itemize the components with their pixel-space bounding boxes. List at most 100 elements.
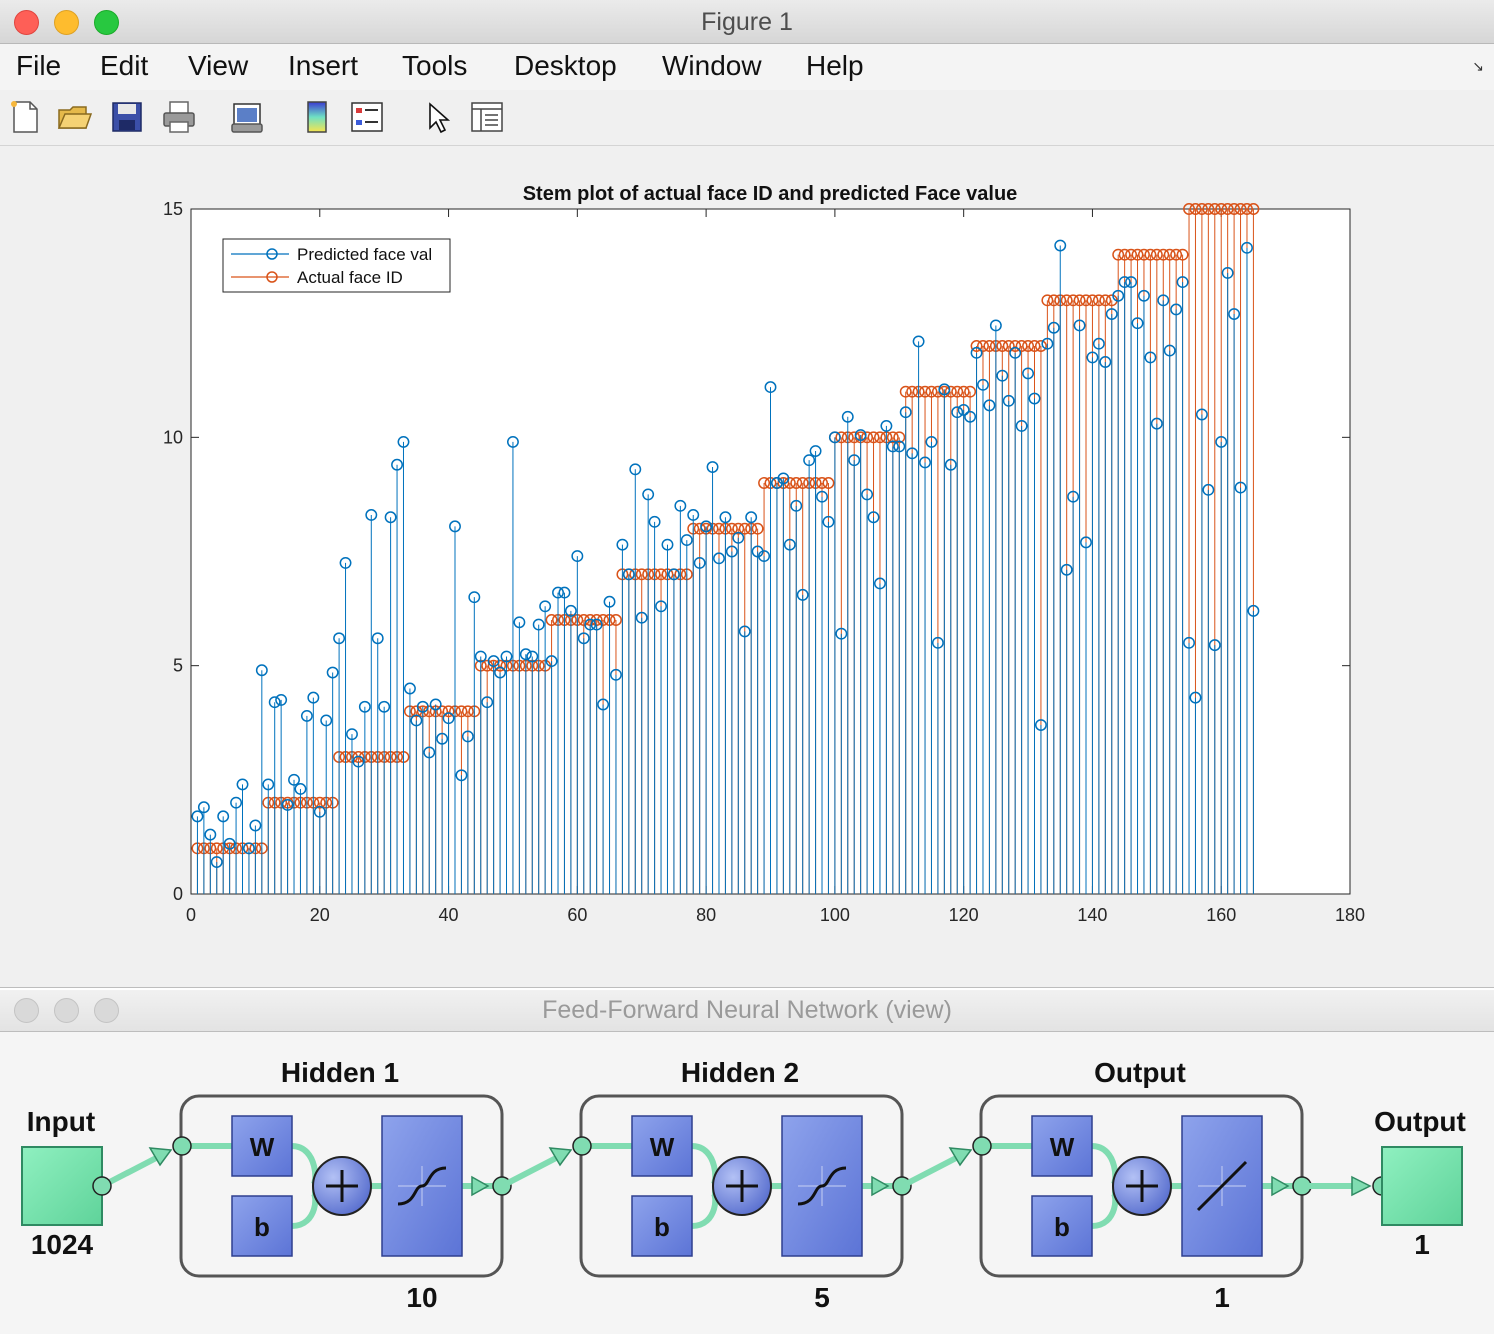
- legend[interactable]: Predicted face val Actual face ID: [222, 238, 451, 293]
- predicted-marker: [275, 693, 288, 706]
- predicted-marker: [397, 435, 410, 448]
- predicted-marker: [552, 586, 564, 599]
- predicted-marker: [545, 655, 558, 668]
- predicted-marker: [1221, 266, 1234, 279]
- arrow-icon: [948, 1147, 973, 1167]
- layer-hidden-2[interactable]: Hidden 2 W b 5: [572, 1057, 912, 1313]
- nn-close-button[interactable]: [14, 998, 39, 1023]
- predicted-marker: [816, 490, 828, 503]
- actual-marker: [964, 385, 977, 398]
- predicted-marker: [1183, 636, 1195, 649]
- nn-maximize-button[interactable]: [94, 998, 119, 1023]
- predicted-marker: [307, 691, 320, 704]
- actual-marker: [1195, 203, 1208, 215]
- predicted-marker: [571, 550, 584, 563]
- predicted-marker: [667, 568, 680, 581]
- actual-marker: [758, 477, 771, 489]
- predicted-marker: [300, 709, 313, 722]
- menu-tools[interactable]: Tools: [402, 50, 468, 81]
- menu-insert[interactable]: Insert: [288, 50, 359, 81]
- predicted-marker: [313, 805, 326, 818]
- actual-marker: [210, 842, 223, 855]
- predicted-marker: [725, 545, 738, 558]
- save-icon[interactable]: [108, 98, 146, 136]
- predicted-marker: [719, 511, 732, 524]
- x-tick-label: 180: [1335, 905, 1365, 925]
- predicted-marker: [494, 666, 507, 679]
- predicted-marker: [687, 509, 700, 521]
- layer-output[interactable]: Output W b 1: [972, 1057, 1312, 1313]
- predicted-marker: [1060, 563, 1073, 576]
- predicted-marker: [204, 828, 217, 841]
- predicted-marker: [777, 472, 790, 485]
- bias-label: b: [254, 1212, 270, 1242]
- maximize-window-button[interactable]: [94, 10, 119, 35]
- predicted-marker: [519, 648, 532, 661]
- menu-file[interactable]: File: [16, 50, 62, 81]
- predicted-marker: [506, 435, 519, 448]
- arrow-icon: [871, 1175, 890, 1197]
- predicted-marker: [1105, 308, 1118, 320]
- predicted-marker: [474, 650, 487, 663]
- predicted-marker: [861, 488, 874, 501]
- predicted-marker: [713, 552, 725, 565]
- menu-view[interactable]: View: [188, 50, 249, 81]
- port-icon: [172, 1136, 192, 1156]
- predicted-marker: [610, 668, 622, 681]
- dock-arrow-icon[interactable]: ↘: [1472, 58, 1484, 74]
- predicted-marker: [880, 419, 893, 432]
- print-preview-icon[interactable]: [228, 98, 266, 136]
- actual-marker: [1241, 203, 1253, 215]
- legend-icon[interactable]: [348, 98, 386, 136]
- predicted-marker: [867, 511, 880, 524]
- predicted-marker: [371, 632, 384, 645]
- predicted-marker: [944, 458, 957, 471]
- actual-marker: [1073, 294, 1086, 307]
- predicted-marker: [642, 488, 655, 501]
- property-editor-icon[interactable]: [468, 98, 506, 136]
- predicted-marker: [487, 655, 500, 668]
- predicted-marker: [629, 463, 642, 476]
- actual-marker: [1163, 248, 1176, 261]
- pointer-icon[interactable]: [420, 98, 458, 136]
- predicted-marker: [577, 632, 590, 645]
- predicted-marker: [500, 650, 513, 663]
- weight-box: [231, 1115, 293, 1177]
- predicted-marker: [989, 319, 1002, 332]
- close-window-button[interactable]: [14, 10, 39, 35]
- actual-marker: [610, 614, 622, 626]
- predicted-marker: [957, 403, 970, 416]
- actual-marker: [886, 431, 899, 444]
- x-tick-label: 60: [567, 905, 587, 925]
- predicted-marker: [378, 700, 391, 713]
- actual-marker: [1002, 340, 1015, 352]
- menu-desktop[interactable]: Desktop: [514, 50, 617, 81]
- predicted-marker: [1118, 276, 1131, 289]
- chart-title: Stem plot of actual face ID and predicte…: [523, 183, 1018, 205]
- predicted-marker: [783, 538, 796, 551]
- new-figure-icon[interactable]: [6, 98, 44, 136]
- layer-label: Hidden 1: [281, 1057, 399, 1088]
- predicted-marker: [391, 458, 403, 471]
- predicted-marker: [526, 650, 539, 663]
- weight-label: W: [650, 1132, 675, 1162]
- arrow-icon: [148, 1147, 173, 1167]
- menu-help[interactable]: Help: [806, 50, 864, 81]
- menu-edit[interactable]: Edit: [100, 50, 149, 81]
- open-file-icon[interactable]: [56, 98, 94, 136]
- x-tick-label: 80: [696, 905, 716, 925]
- stem-chart[interactable]: Stem plot of actual face ID and predicte…: [0, 146, 1494, 986]
- predicted-marker: [210, 856, 223, 868]
- menu-window[interactable]: Window: [662, 50, 762, 81]
- predicted-marker: [1125, 276, 1138, 289]
- minimize-window-button[interactable]: [54, 10, 79, 35]
- layer-hidden-1[interactable]: Hidden 1 W b 10: [172, 1057, 512, 1313]
- predicted-marker: [848, 454, 861, 467]
- actual-marker: [1221, 203, 1234, 215]
- colorbar-icon[interactable]: [298, 98, 336, 136]
- layer-size: 5: [814, 1282, 830, 1313]
- print-icon[interactable]: [160, 98, 198, 136]
- actual-marker: [790, 477, 803, 489]
- actual-marker: [970, 340, 983, 352]
- nn-minimize-button[interactable]: [54, 998, 79, 1023]
